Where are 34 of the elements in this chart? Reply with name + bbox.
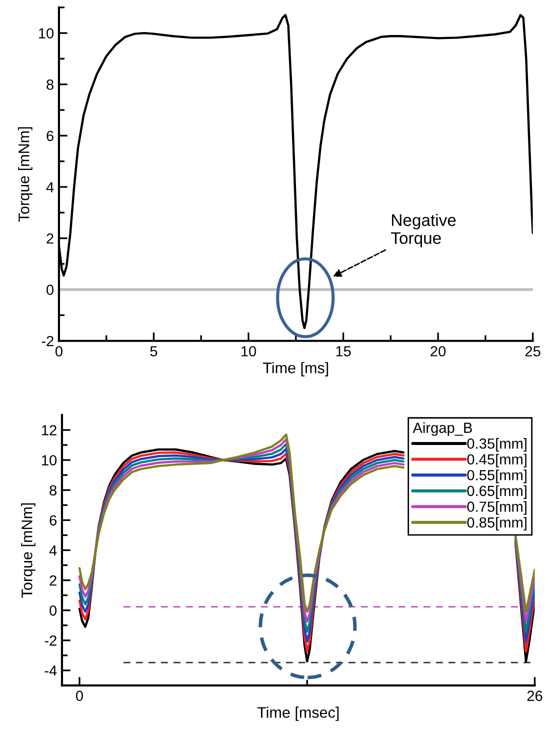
x-axis-title: Time [msec]	[257, 706, 339, 721]
annotation: Negative Torque	[391, 214, 456, 248]
x-tick-label: 26	[527, 690, 542, 701]
legend-label: 0.55[mm]	[467, 470, 526, 484]
y-tick-label: -2	[42, 336, 54, 346]
y-tick-label: 10	[38, 28, 54, 38]
y-tick-label: 4	[49, 545, 57, 556]
x-axis-title: Time [ms]	[262, 362, 328, 376]
legend-label: 0.85[mm]	[467, 516, 526, 531]
x-tick-label: 25	[525, 346, 540, 356]
y-tick-label: 0	[50, 605, 57, 616]
y-tick-label: 6	[46, 130, 54, 142]
legend-title: Airgap_B	[412, 422, 472, 436]
y-tick-label: 0	[46, 284, 54, 295]
x-tick-label: 5	[150, 346, 158, 356]
y-tick-label: 2	[46, 233, 54, 244]
y-axis-title: Torque [mNm]	[18, 127, 32, 222]
legend-label: 0.65[mm]	[467, 485, 526, 499]
y-tick-label: 8	[46, 79, 54, 90]
x-tick-label: 10	[242, 346, 256, 356]
legend-label: 0.35[mm]	[467, 438, 526, 452]
legend-label: 0.45[mm]	[467, 454, 526, 468]
legend-label: 0.75[mm]	[467, 501, 526, 515]
y-tick-label: 10	[42, 455, 57, 466]
y-tick-label: 8	[50, 485, 56, 496]
x-tick-label: 20	[430, 346, 446, 356]
y-tick-label: 12	[42, 425, 56, 436]
y-tick-label: -4	[44, 666, 57, 676]
y-tick-label: 4	[46, 182, 54, 192]
y-tick-label: 2	[50, 575, 56, 586]
y-tick-label: 6	[50, 515, 56, 526]
y-tick-label: -2	[44, 635, 56, 646]
x-tick-label: 15	[336, 346, 351, 356]
y-axis-title: Torque [mNm]	[21, 503, 36, 598]
